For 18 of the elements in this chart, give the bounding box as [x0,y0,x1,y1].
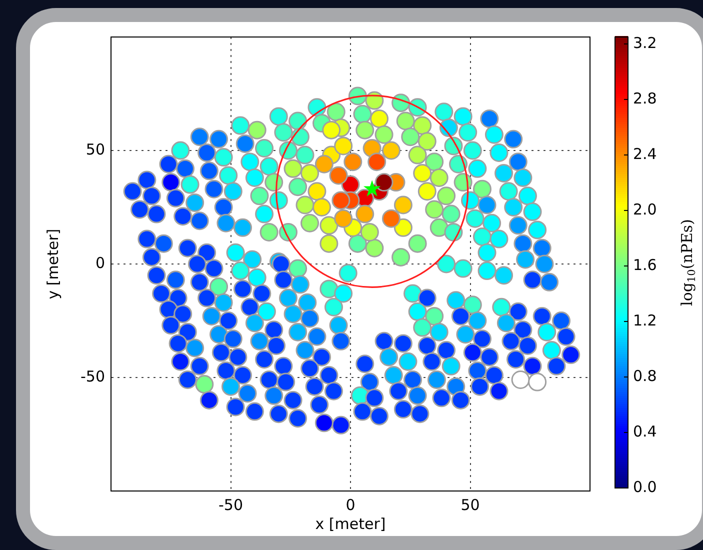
color-bar-label: 0.4 [633,422,657,440]
color-bar-label: 1.2 [633,311,657,330]
color-bar-label: 2.4 [633,144,657,163]
y-tick-label: 50 [86,140,105,158]
color-bar-title: log10(nPEs) [678,219,698,306]
color-bar-label: 2.8 [633,89,657,108]
y-axis-title: y [meter] [44,228,62,300]
color-bar-label: 0.8 [633,366,657,385]
color-bar-label: 2.0 [633,200,657,218]
color-bar-label: 3.2 [633,34,657,52]
y-tick-label: -50 [80,367,105,386]
color-bar-label: 1.6 [633,256,657,274]
x-axis-title: x [meter] [315,514,386,533]
color-bar-label: 0.0 [633,478,657,496]
x-tick-label: 50 [460,496,480,514]
x-tick-label: 0 [346,496,356,514]
x-tick-label: -50 [218,496,243,514]
y-tick-label: 0 [95,254,105,272]
